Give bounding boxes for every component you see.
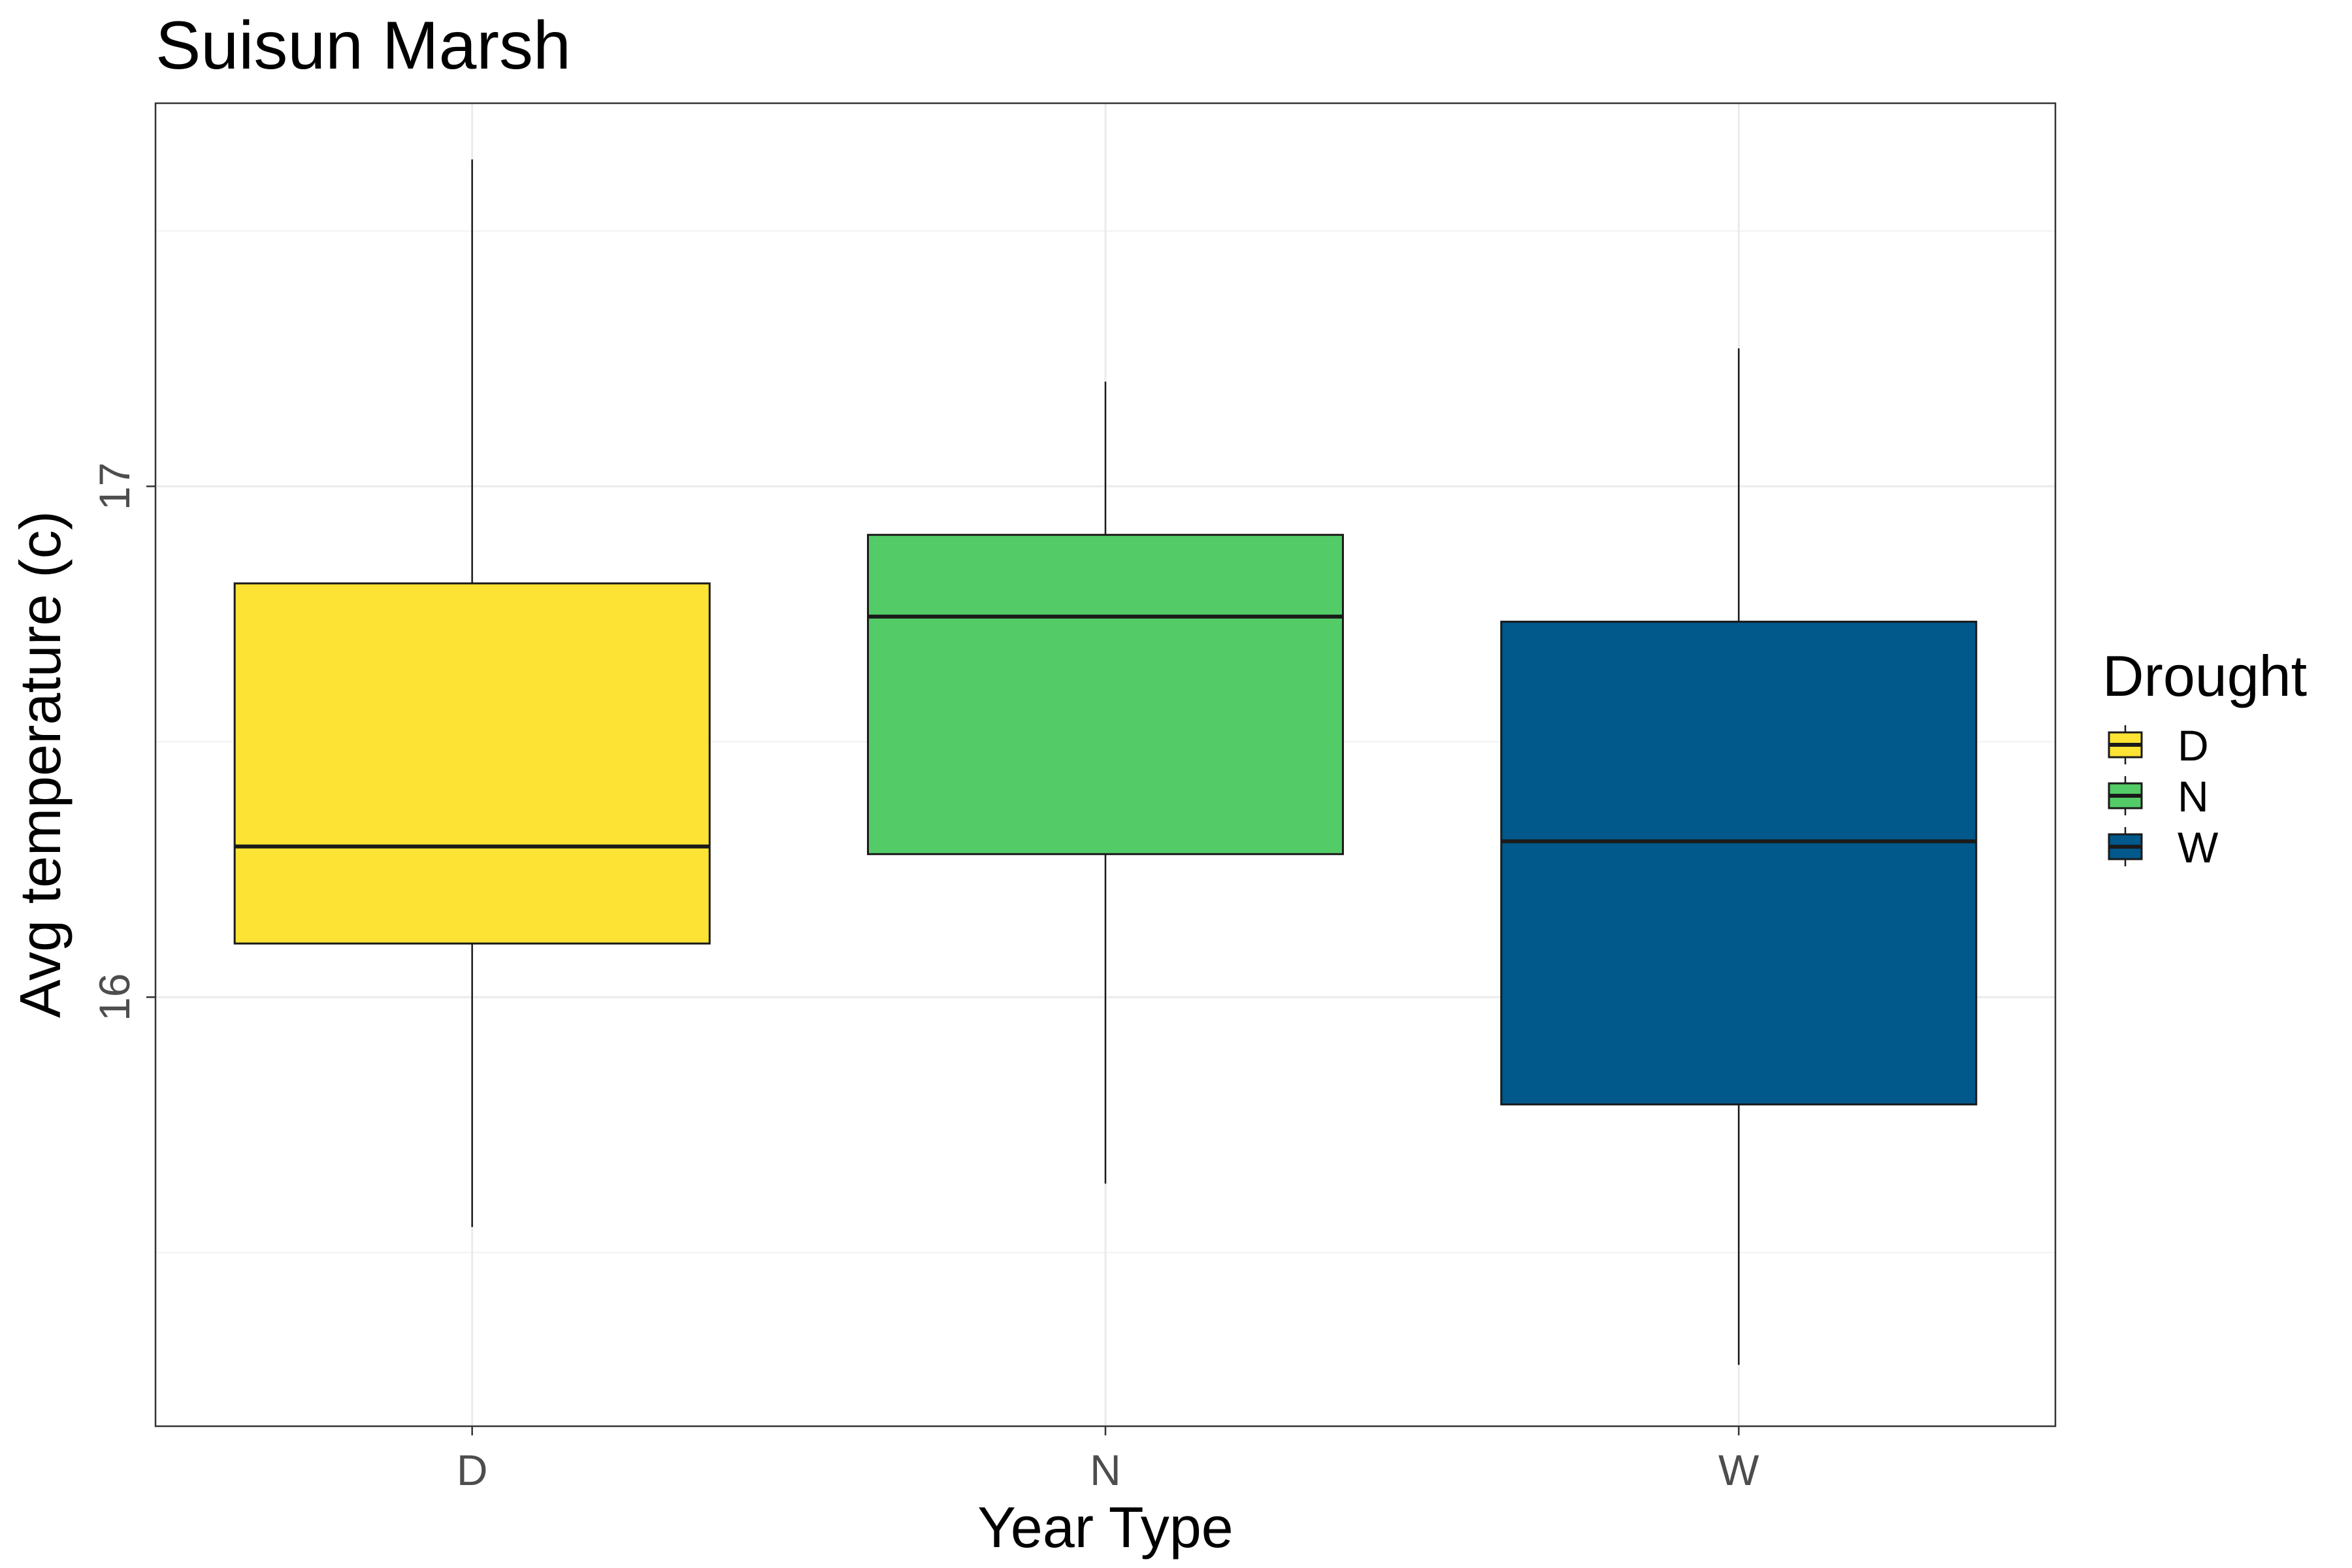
box-D — [233, 159, 711, 1228]
legend: Drought DNW — [2102, 644, 2307, 872]
legend-label: D — [2178, 721, 2209, 770]
chart-title: Suisun Marsh — [155, 8, 571, 84]
legend-label: W — [2178, 823, 2219, 872]
legend-title: Drought — [2102, 644, 2307, 708]
x-axis-title: Year Type — [977, 1495, 1233, 1560]
x-tick-label: D — [457, 1446, 488, 1494]
y-tick-label: 17 — [90, 463, 139, 510]
legend-entry-N: N — [2108, 772, 2209, 821]
box-W — [1500, 348, 1978, 1365]
y-axis-title: Avg temperature (c) — [8, 511, 73, 1018]
box-body — [1500, 621, 1978, 1105]
x-tick-label: W — [1718, 1446, 1759, 1494]
box-body — [233, 582, 711, 945]
box-body — [867, 534, 1344, 855]
legend-entry-D: D — [2108, 721, 2209, 770]
boxplots — [233, 159, 1978, 1365]
x-tick-label: N — [1090, 1446, 1121, 1494]
box-N — [867, 382, 1344, 1184]
y-tick-label: 16 — [90, 973, 139, 1021]
legend-entry-W: W — [2108, 823, 2219, 872]
legend-label: N — [2178, 772, 2209, 821]
